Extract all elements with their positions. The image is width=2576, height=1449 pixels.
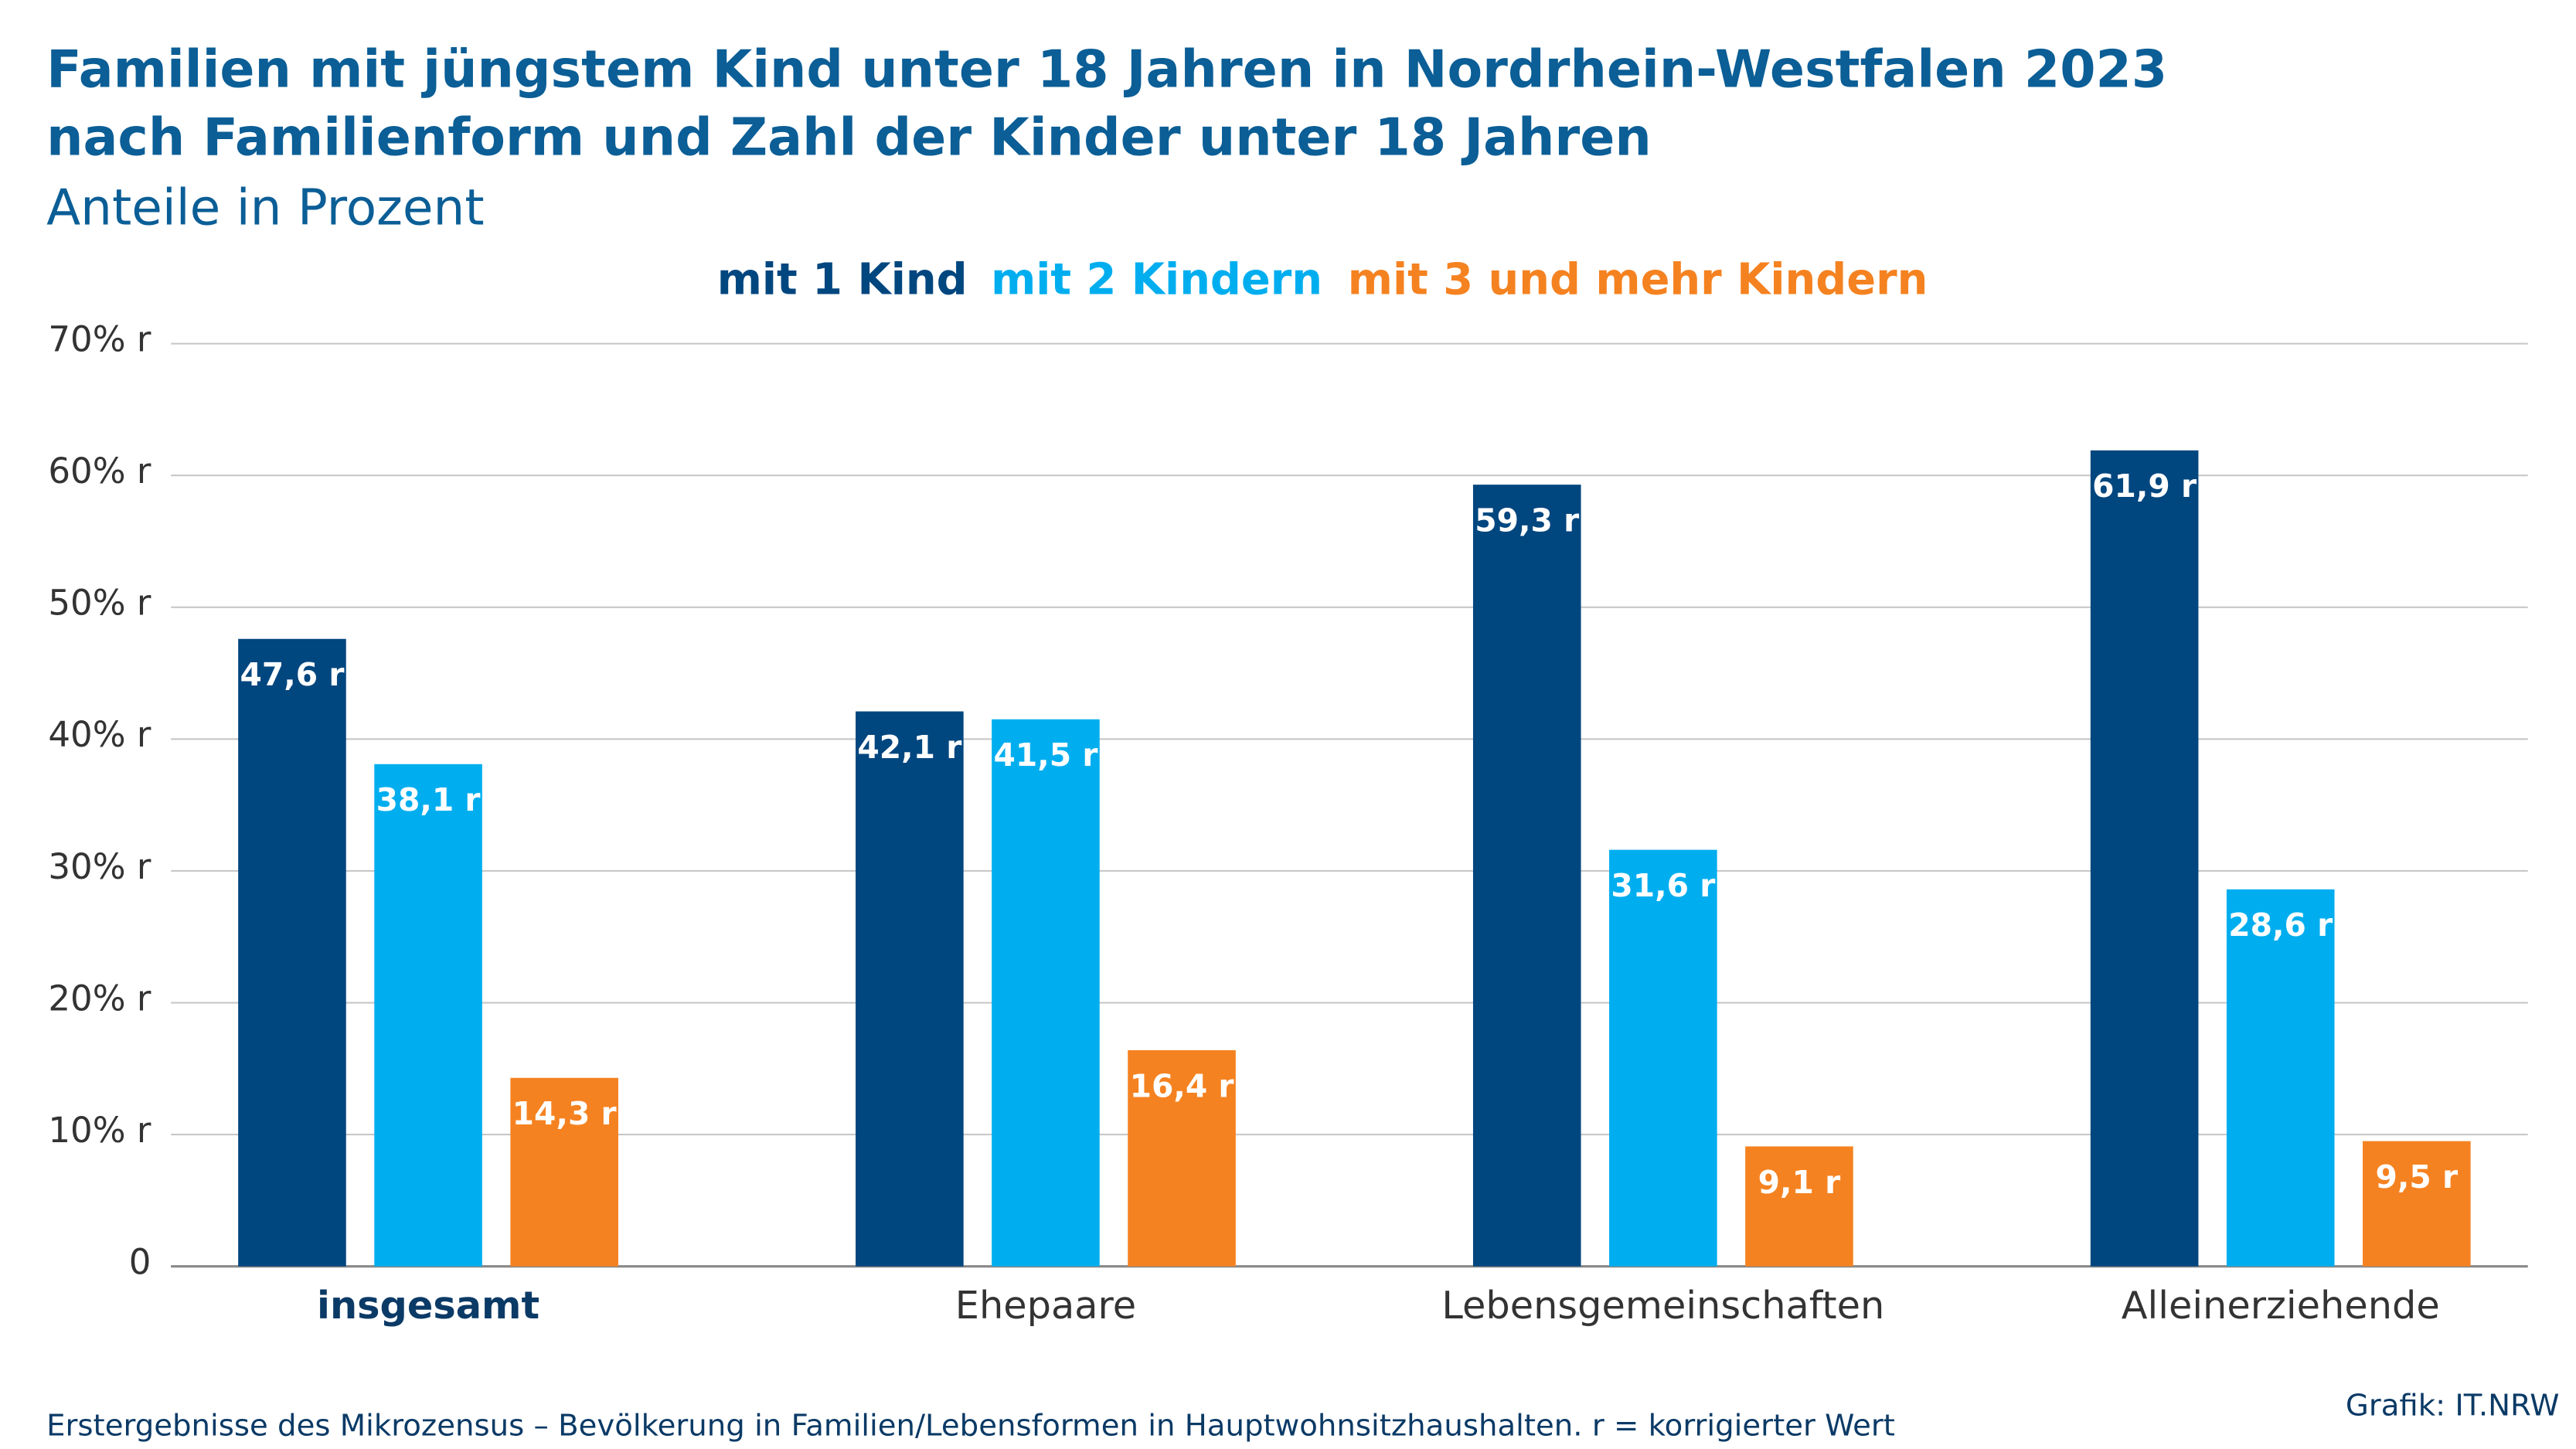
chart-title: nach Familienform und Zahl der Kinder un…	[46, 107, 1652, 168]
bar	[1745, 1146, 1853, 1267]
legend-entry: mit 3 und mehr Kindern	[1348, 254, 1928, 304]
data-label: 47,6 r	[240, 656, 344, 693]
bar	[992, 719, 1100, 1267]
y-tick-label: 30% r	[48, 846, 151, 887]
bar	[2363, 1141, 2471, 1267]
chart-subtitle: Anteile in Prozent	[46, 179, 485, 236]
y-tick-label: 70% r	[48, 318, 151, 359]
y-tick-label: 60% r	[48, 451, 151, 492]
bar	[374, 764, 482, 1267]
data-label: 9,5 r	[2376, 1158, 2459, 1196]
data-label: 59,3 r	[1475, 502, 1579, 539]
chart-title: Familien mit jüngstem Kind unter 18 Jahr…	[46, 39, 2167, 100]
x-tick-label: insgesamt	[317, 1283, 539, 1328]
bar	[1128, 1049, 1236, 1267]
footnote: Erstergebnisse des Mikrozensus – Bevölke…	[46, 1408, 1895, 1443]
data-label: 61,9 r	[2092, 468, 2197, 505]
x-tick-label: Alleinerziehende	[2122, 1283, 2440, 1328]
bar	[2090, 450, 2199, 1267]
y-tick-label: 0	[129, 1242, 151, 1283]
y-tick-label: 20% r	[48, 978, 151, 1019]
data-label: 16,4 r	[1130, 1067, 1234, 1104]
source: Grafik: IT.NRW	[2346, 1389, 2560, 1423]
bar	[238, 638, 346, 1267]
data-label: 38,1 r	[376, 781, 481, 818]
y-tick-label: 10% r	[48, 1110, 151, 1151]
data-label: 41,5 r	[993, 736, 1097, 774]
bar	[856, 711, 964, 1267]
y-tick-label: 40% r	[48, 714, 151, 755]
data-label: 9,1 r	[1758, 1164, 1841, 1201]
bar	[1609, 849, 1717, 1267]
y-tick-label: 50% r	[48, 583, 151, 624]
x-tick-label: Ehepaare	[955, 1283, 1136, 1328]
bar	[510, 1077, 618, 1267]
legend-entry: mit 1 Kind	[717, 254, 968, 304]
bar	[2226, 889, 2335, 1267]
data-label: 14,3 r	[512, 1095, 617, 1132]
data-label: 31,6 r	[1611, 867, 1715, 904]
bar	[1472, 485, 1581, 1267]
x-tick-label: Lebensgemeinschaften	[1441, 1283, 1884, 1328]
data-label: 42,1 r	[857, 729, 961, 766]
data-label: 28,6 r	[2228, 906, 2333, 944]
legend-entry: mit 2 Kindern	[991, 254, 1322, 304]
